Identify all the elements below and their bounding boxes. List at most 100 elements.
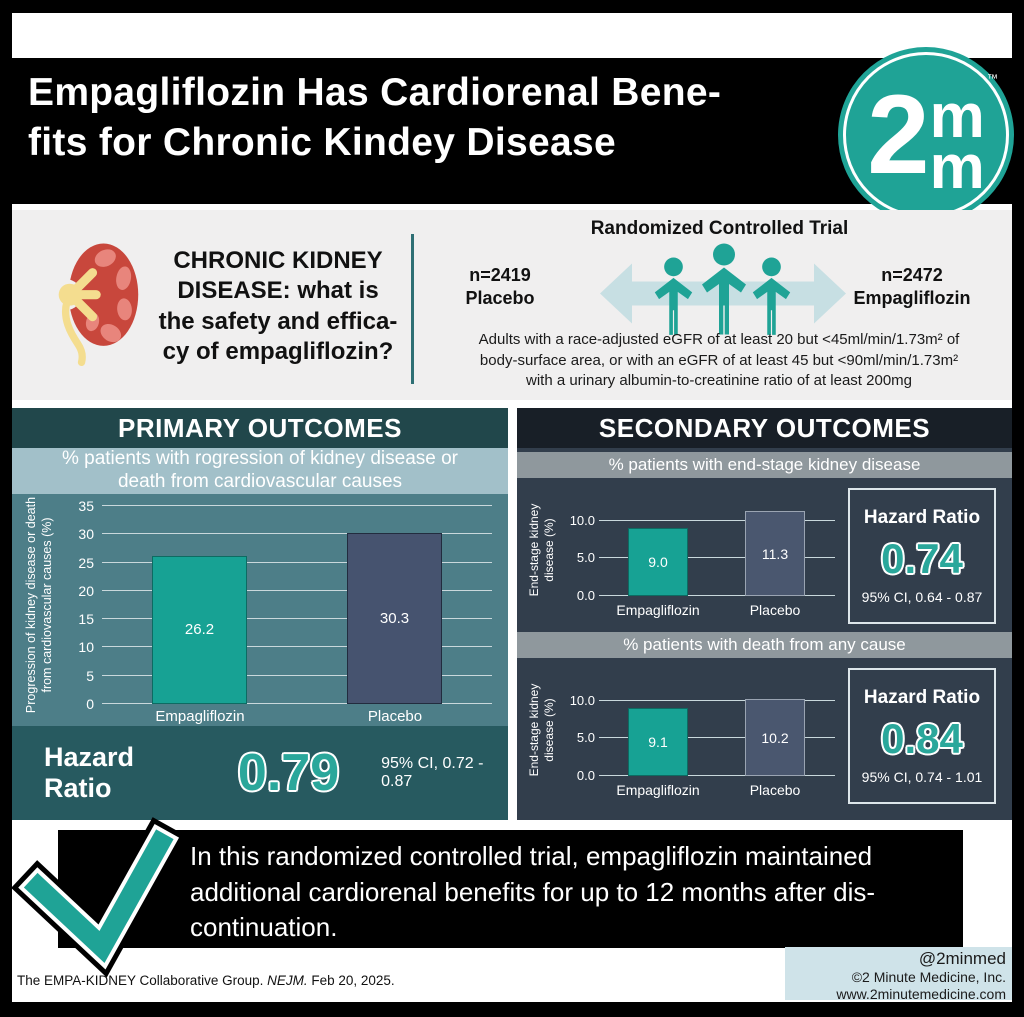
gridline	[599, 737, 835, 739]
page-title-line2: fits for Chronic Kindey Disease	[28, 120, 616, 164]
gridline	[102, 589, 492, 591]
gridline	[102, 618, 492, 620]
logo-m-top: m	[929, 82, 985, 152]
conclusion-text: In this randomized controlled trial, emp…	[190, 839, 875, 946]
logo-text: 2 m m	[838, 47, 1014, 223]
inclusion-criteria-line: with a urinary albumin-to-creatinine rat…	[525, 372, 913, 390]
bar-empagliflozin: 9.0	[628, 528, 688, 596]
hazard-ratio-value: 0.79	[237, 744, 340, 802]
checkmark-icon	[11, 817, 186, 978]
yticks: 0.0 5.0 10.0	[553, 682, 595, 783]
yticks: 0.0 5.0 10.0	[553, 502, 595, 603]
poster-frame: Empagliflozin Has Cardiorenal Bene- fits…	[11, 13, 1014, 1002]
y-tick-label: 20	[78, 582, 94, 599]
inclusion-criteria-line: body-surface area, or with an eGFR of at…	[479, 351, 959, 369]
gridline	[102, 505, 492, 506]
gridline	[599, 557, 835, 559]
x-category-label: Empagliflozin	[616, 602, 700, 618]
trademark-symbol: ™	[987, 73, 998, 85]
bar-placebo: 11.3	[745, 511, 805, 596]
bar-value-label: 10.2	[761, 729, 789, 746]
logo-m-bottom: m	[929, 133, 985, 202]
eskd-bar-chart: End-stage kidney disease (%) 0.0 5.0 10.0 …	[517, 478, 1012, 632]
gridline	[599, 699, 835, 701]
kidney-icon	[52, 243, 139, 366]
study-question-line: DISEASE: what is	[177, 277, 379, 305]
company-name: ©2 Minute Medicine, Inc.	[851, 969, 1006, 986]
gridline	[599, 775, 835, 776]
placebo-group: n=2419 Placebo	[438, 264, 562, 311]
secondary-chart1-title: % patients with end-stage kidney disease	[517, 452, 1012, 478]
page-title: Empagliflozin Has Cardiorenal Bene- fits…	[28, 68, 721, 168]
gridline	[599, 519, 835, 521]
website-url: www.2minutemedicine.com	[836, 985, 1006, 1002]
hazard-ratio-label: Hazard Ratio	[863, 507, 981, 528]
bar-value-label: 9.0	[648, 554, 668, 571]
y-tick-label: 30	[78, 526, 94, 543]
citation-suffix: Feb 20, 2025.	[307, 973, 395, 988]
x-category-label: Empagliflozin	[616, 782, 700, 798]
person-icon	[654, 257, 693, 335]
y-tick-label: 5	[86, 667, 94, 684]
inclusion-criteria: Adults with a race-adjusted eGFR of at l…	[430, 330, 1008, 392]
gridline	[102, 533, 492, 535]
hazard-ratio-value: 0.74	[881, 535, 963, 582]
secondary-panel-eskd: End-stage kidney disease (%) 0.0 5.0 10.0 …	[517, 478, 1012, 632]
y-tick-label: 10	[78, 639, 94, 656]
gridline	[599, 595, 835, 596]
bar-value-label: 9.1	[648, 733, 668, 750]
primary-bar-chart: Progression of kidney disease or death f…	[12, 494, 508, 726]
hazard-ratio-label: Hazard Ratio	[863, 687, 981, 708]
secondary-panel-death: End-stage kidney disease (%) 0.0 5.0 10.0 …	[517, 658, 1012, 820]
hazard-ratio-label: Hazard Ratio	[44, 742, 135, 803]
y-tick-label: 15	[78, 611, 94, 628]
vertical-divider	[411, 234, 414, 384]
bar-empagliflozin: 26.2	[152, 555, 247, 704]
placebo-group-label: Placebo	[465, 288, 535, 309]
plot: 9.0 11.3	[599, 502, 835, 596]
y-tick-label: 10.0	[569, 512, 595, 528]
citation-prefix: The EMPA-KIDNEY Collaborative Group.	[17, 973, 268, 988]
trial-type-heading: Randomized Controlled Trial	[590, 218, 849, 239]
primary-chart-title: % patients with rogression of kidney dis…	[12, 448, 508, 494]
secondary-outcomes-header: SECONDARY OUTCOMES	[517, 408, 1012, 448]
y-tick-label: 10.0	[569, 692, 595, 708]
page-title-line1: Empagliflozin Has Cardiorenal Bene-	[28, 71, 722, 114]
person-icon	[702, 243, 746, 335]
gridline	[102, 561, 492, 563]
primary-hazard-ratio: Hazard Ratio 0.79 95% CI, 0.72 - 0.87	[12, 726, 508, 820]
gridline	[102, 703, 492, 704]
hazard-ratio-ci: 95% CI, 0.74 - 1.01	[861, 769, 983, 785]
empagliflozin-group: n=2472 Empagliflozin	[830, 264, 994, 311]
gridline	[102, 674, 492, 676]
death-hazard-ratio-box: Hazard Ratio 0.84 95% CI, 0.74 - 1.01	[848, 668, 996, 804]
x-category-label: Placebo	[367, 708, 423, 725]
bar-placebo: 10.2	[745, 699, 805, 776]
conclusion-line: continuation.	[190, 912, 338, 943]
y-tick-label: 0.0	[576, 768, 595, 783]
y-tick-label: 0	[86, 696, 94, 712]
citation-journal: NEJM.	[267, 973, 308, 988]
y-tick-label: 0.0	[576, 588, 595, 603]
y-tick-label: 5.0	[576, 550, 595, 566]
hazard-ratio-value: 0.84	[881, 715, 963, 762]
bar-placebo: 30.3	[347, 532, 442, 704]
y-tick-label: 35	[78, 498, 94, 514]
study-question-line: CHRONIC KIDNEY	[173, 247, 383, 274]
person-icon	[752, 257, 791, 335]
logo-m-stack: m m	[929, 82, 985, 202]
citation: The EMPA-KIDNEY Collaborative Group. NEJ…	[17, 973, 395, 988]
2minute-medicine-logo: 2 m m ™	[838, 47, 1014, 223]
empagliflozin-group-n: n=2472	[881, 265, 943, 285]
primary-outcomes-header: PRIMARY OUTCOMES	[12, 408, 508, 448]
eskd-hazard-ratio-box: Hazard Ratio 0.74 95% CI, 0.64 - 0.87	[848, 488, 996, 624]
empagliflozin-group-label: Empagliflozin	[853, 288, 971, 309]
bar-value-label: 11.3	[761, 545, 789, 562]
x-category-label: Placebo	[749, 782, 801, 798]
y-tick-label: 25	[78, 554, 94, 571]
y-tick-label: 5.0	[576, 730, 595, 746]
death-bar-chart: End-stage kidney disease (%) 0.0 5.0 10.0 …	[517, 658, 1012, 820]
study-question-line: the safety and effica-	[158, 307, 398, 335]
secondary-chart2-title: % patients with death from any cause	[517, 632, 1012, 658]
conclusion-line: additional cardiorenal benefits for up t…	[190, 876, 876, 907]
